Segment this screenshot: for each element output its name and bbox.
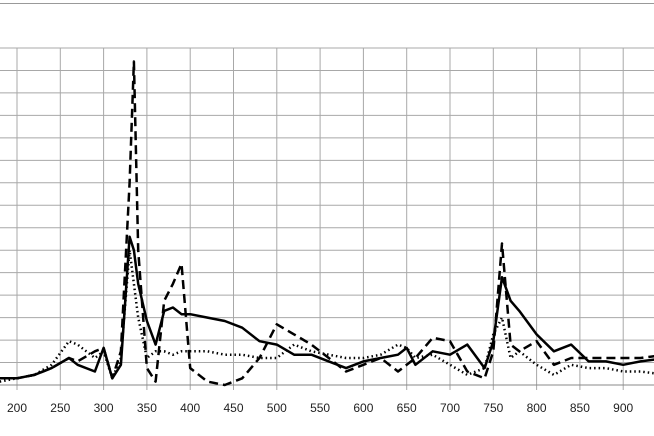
x-tick-label: 600 — [353, 401, 373, 415]
x-tick-label: 800 — [527, 401, 547, 415]
x-tick-label: 300 — [94, 401, 114, 415]
series-line — [0, 248, 654, 383]
x-tick-label: 450 — [223, 401, 243, 415]
x-tick-label: 550 — [310, 401, 330, 415]
x-tick-label: 750 — [483, 401, 503, 415]
x-tick-label: 700 — [440, 401, 460, 415]
x-tick-label: 200 — [7, 401, 27, 415]
x-tick-label: 500 — [267, 401, 287, 415]
horizontal-grid — [0, 47, 654, 386]
x-tick-label: 850 — [570, 401, 590, 415]
x-tick-label: 350 — [137, 401, 157, 415]
series-line — [0, 60, 654, 387]
x-tick-label: 900 — [613, 401, 633, 415]
x-tick-label: 650 — [397, 401, 417, 415]
x-tick-label: 250 — [50, 401, 70, 415]
x-tick-label: 400 — [180, 401, 200, 415]
